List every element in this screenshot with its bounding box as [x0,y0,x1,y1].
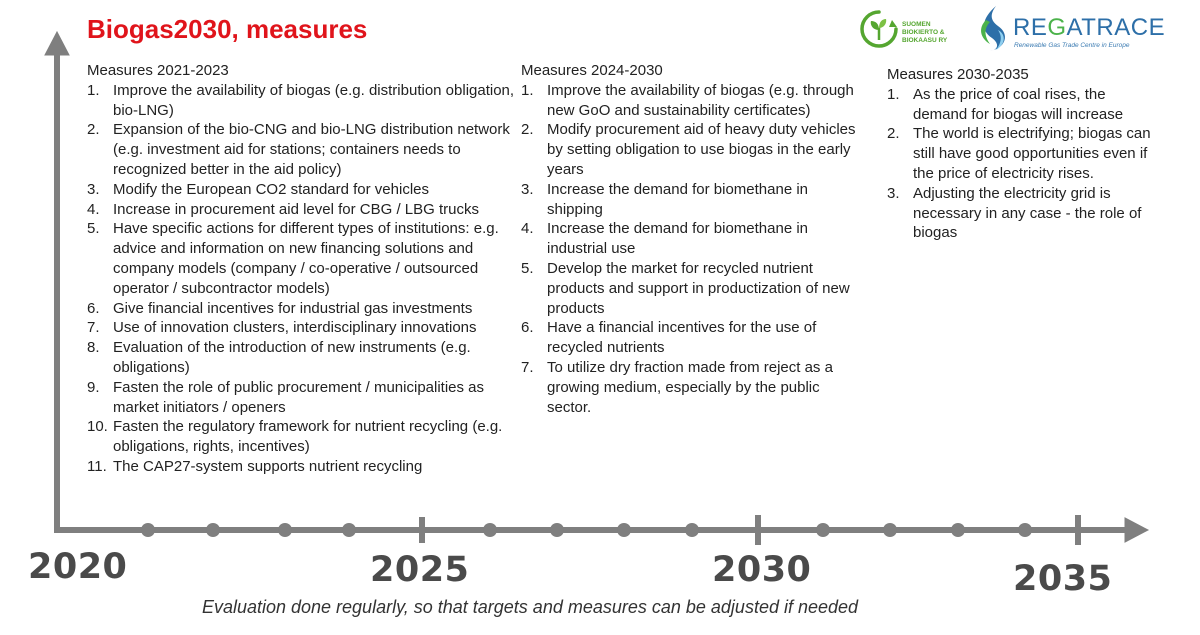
measure-item: 3. Adjusting the electricity grid is nece… [887,184,1152,243]
measure-text: The world is electrifying; biogas can st… [913,125,1151,182]
measure-item: 6. Have a financial incentives for the us… [521,318,866,358]
year-dot [951,523,965,537]
measure-text: Modify procurement aid of heavy duty veh… [547,121,856,178]
measure-text: Fasten the role of public procurement / … [113,378,485,416]
measure-item: 6. Give financial incentives for industri… [87,299,517,319]
year-dot [816,523,830,537]
measure-text: Fasten the regulatory framework for nutr… [113,418,503,456]
measure-text: Modify the European CO2 standard for veh… [113,180,430,198]
measure-item: 5. Develop the market for recycled nutrie… [521,259,866,318]
year-dot [685,523,699,537]
measure-number: 8. [87,339,100,357]
measure-item: 3. Modify the European CO2 standard for v… [87,180,517,200]
year-label-2025: 2025 [370,550,470,590]
year-dot [1018,523,1032,537]
year-dot [342,523,356,537]
measure-item: 7. To utilize dry fraction made from reje… [521,358,866,417]
measure-number: 5. [521,259,534,277]
regatrace-name: REGATRACE [1013,14,1166,41]
measure-number: 5. [87,220,100,238]
measure-text: Expansion of the bio-CNG and bio-LNG dis… [113,121,510,178]
measure-number: 4. [87,200,100,218]
year-label-2020: 2020 [28,547,128,587]
measure-text: To utilize dry fraction made from reject… [547,358,833,416]
measure-item: 2. Expansion of the bio-CNG and bio-LNG d… [87,120,517,179]
measure-number: 10. [87,418,108,436]
measure-item: 3. Increase the demand for biomethane in … [521,180,866,220]
measures-list: 1. Improve the availability of biogas (e.… [521,81,866,418]
measure-number: 3. [887,184,900,202]
measure-text: Improve the availability of biogas (e.g.… [113,81,515,119]
year-dot [206,523,220,537]
year-label-2030: 2030 [712,550,812,590]
measures-list: 1. As the price of coal rises, the demand… [887,85,1152,243]
measures-list: 1. Improve the availability of biogas (e.… [87,81,517,477]
measure-item: 9. Fasten the role of public procurement … [87,378,517,418]
measure-item: 4. Increase the demand for biomethane in … [521,219,866,259]
measure-item: 4. Increase in procurement aid level for … [87,200,517,220]
suomen-biokierto-logo: SUOMEN BIOKIERTO & BIOKAASU RY [858,8,968,50]
measure-number: 3. [87,180,100,198]
measure-number: 2. [521,121,534,139]
measure-number: 7. [87,319,100,337]
measure-text: Use of innovation clusters, interdiscipl… [113,319,477,337]
measure-item: 5. Have specific actions for different ty… [87,219,517,298]
measure-number: 9. [87,378,100,396]
measure-text: Adjusting the electricity grid is necess… [913,184,1142,242]
measure-number: 1. [887,85,900,103]
measure-text: Have specific actions for different type… [113,220,499,297]
measure-text: Increase the demand for biomethane in in… [547,220,808,258]
year-dot [550,523,564,537]
measure-item: 10. Fasten the regulatory framework for n… [87,417,517,457]
sprout-recycle-icon [860,10,898,48]
measures-column-2030-2035: Measures 2030-2035 1. As the price of coa… [887,65,1152,243]
measure-text: Give financial incentives for industrial… [113,299,473,317]
regatrace-wave-icon [981,6,1005,51]
column-heading: Measures 2021-2023 [87,62,229,79]
measure-text: The CAP27-system supports nutrient recyc… [113,457,423,475]
column-heading: Measures 2024-2030 [521,62,663,79]
measure-number: 2. [87,121,100,139]
measure-number: 2. [887,125,900,143]
regatrace-tagline: Renewable Gas Trade Centre in Europe [1014,42,1130,49]
regatrace-logo: REGATRACE Renewable Gas Trade Centre in … [976,4,1165,54]
year-dot [141,523,155,537]
measure-item: 1. Improve the availability of biogas (e.… [521,81,866,121]
measure-text: Increase in procurement aid level for CB… [113,200,479,218]
vertical-axis-arrowhead [44,30,70,56]
measure-item: 11. The CAP27-system supports nutrient re… [87,457,517,477]
measure-number: 6. [521,319,534,337]
measure-number: 11. [87,457,107,475]
year-dot [617,523,631,537]
measure-number: 1. [521,81,534,99]
measures-column-2024-2030: Measures 2024-2030 1. Improve the availab… [521,61,866,417]
measure-number: 3. [521,180,534,198]
measure-item: 2. Modify procurement aid of heavy duty v… [521,120,866,179]
column-heading: Measures 2030-2035 [887,66,1029,83]
slide-title: Biogas2030, measures [87,14,368,44]
horizontal-axis-arrowhead [1124,517,1150,543]
footer-note: Evaluation done regularly, so that targe… [201,597,859,617]
year-dot [483,523,497,537]
suomen-biokierto-text: SUOMEN BIOKIERTO & BIOKAASU RY [902,21,948,44]
measure-text: Have a financial incentives for the use … [547,319,817,357]
measure-item: 8. Evaluation of the introduction of new … [87,338,517,378]
measure-item: 1. Improve the availability of biogas (e.… [87,81,517,121]
measure-text: Evaluation of the introduction of new in… [113,339,471,376]
measures-column-2021-2023: Measures 2021-2023 1. Improve the availab… [87,61,517,477]
measure-number: 6. [87,299,100,317]
measure-number: 7. [521,358,534,376]
measure-number: 4. [521,220,534,238]
measure-text: Develop the market for recycled nutrient… [547,259,850,317]
measure-item: 2. The world is electrifying; biogas can … [887,124,1152,183]
year-dot [278,523,292,537]
year-dot [883,523,897,537]
measure-number: 1. [87,81,100,99]
measure-text: As the price of coal rises, the demand f… [913,85,1124,123]
measure-text: Increase the demand for biomethane in sh… [547,180,808,218]
measure-text: Improve the availability of biogas (e.g.… [547,81,854,119]
measure-item: 1. As the price of coal rises, the demand… [887,85,1152,125]
measure-item: 7. Use of innovation clusters, interdisci… [87,318,517,338]
year-label-2035: 2035 [1013,559,1113,599]
